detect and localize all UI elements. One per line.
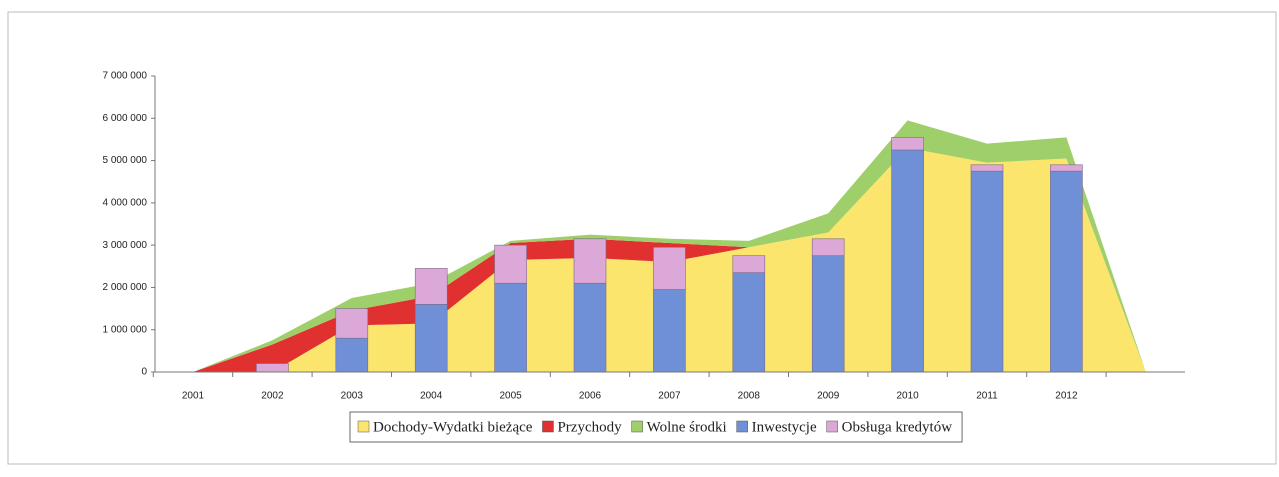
bar [891, 137, 924, 151]
bar [494, 282, 527, 373]
legend-label: Przychody [557, 419, 622, 435]
legend-box [349, 411, 963, 443]
bar [891, 149, 924, 373]
bar [653, 246, 686, 290]
bar [732, 255, 766, 273]
x-tick-label: 2011 [976, 391, 998, 402]
bar [653, 289, 686, 373]
y-tick-label: 4 000 000 [103, 197, 148, 208]
x-tick-label: 2002 [261, 391, 284, 402]
bar [256, 363, 289, 373]
y-tick-label: 3 000 000 [103, 240, 148, 251]
bar [732, 272, 766, 373]
bar [1050, 164, 1083, 172]
bar [811, 255, 845, 373]
area [193, 120, 1146, 373]
x-tick-label: 2003 [341, 391, 364, 402]
bar [414, 268, 448, 305]
legend-label: Dochody-Wydatki bieżące [373, 419, 533, 435]
bar [335, 308, 369, 339]
x-tick-label: 2008 [738, 391, 761, 402]
y-tick-label: 0 [141, 367, 147, 378]
bar [414, 304, 448, 373]
legend-swatch [631, 420, 643, 433]
bar [335, 337, 369, 373]
bar [573, 282, 607, 373]
bar [494, 244, 527, 284]
x-tick-label: 2005 [499, 391, 522, 402]
bar [970, 164, 1004, 172]
bar [811, 238, 845, 257]
y-tick-label: 1 000 000 [103, 324, 148, 335]
y-tick-label: 7 000 000 [103, 71, 148, 82]
bar [573, 238, 607, 284]
y-tick-label: 2 000 000 [103, 282, 148, 293]
x-tick-label: 2007 [658, 391, 681, 402]
legend-label: Inwestycje [752, 419, 817, 435]
legend: Dochody-Wydatki bieżące Przychody Wolne śr… [349, 411, 963, 443]
x-tick-label: 2006 [579, 391, 602, 402]
x-tick-label: 2010 [896, 391, 919, 402]
bar [970, 170, 1004, 373]
legend-swatch [542, 420, 554, 433]
legend-swatch [357, 420, 370, 433]
y-tick-label: 5 000 000 [103, 155, 148, 166]
x-tick-label: 2004 [420, 391, 443, 402]
legend-swatch [826, 420, 838, 433]
legend-swatch [736, 420, 748, 433]
frame [7, 11, 1277, 465]
x-tick-label: 2001 [182, 391, 205, 402]
y-tick-label: 6 000 000 [103, 113, 148, 124]
x-tick-label: 2012 [1055, 391, 1078, 402]
legend-label: Obsługa kredytów [842, 419, 953, 435]
legend-label: Wolne środki [647, 419, 727, 435]
bar [1050, 170, 1083, 373]
x-tick-label: 2009 [817, 391, 840, 402]
